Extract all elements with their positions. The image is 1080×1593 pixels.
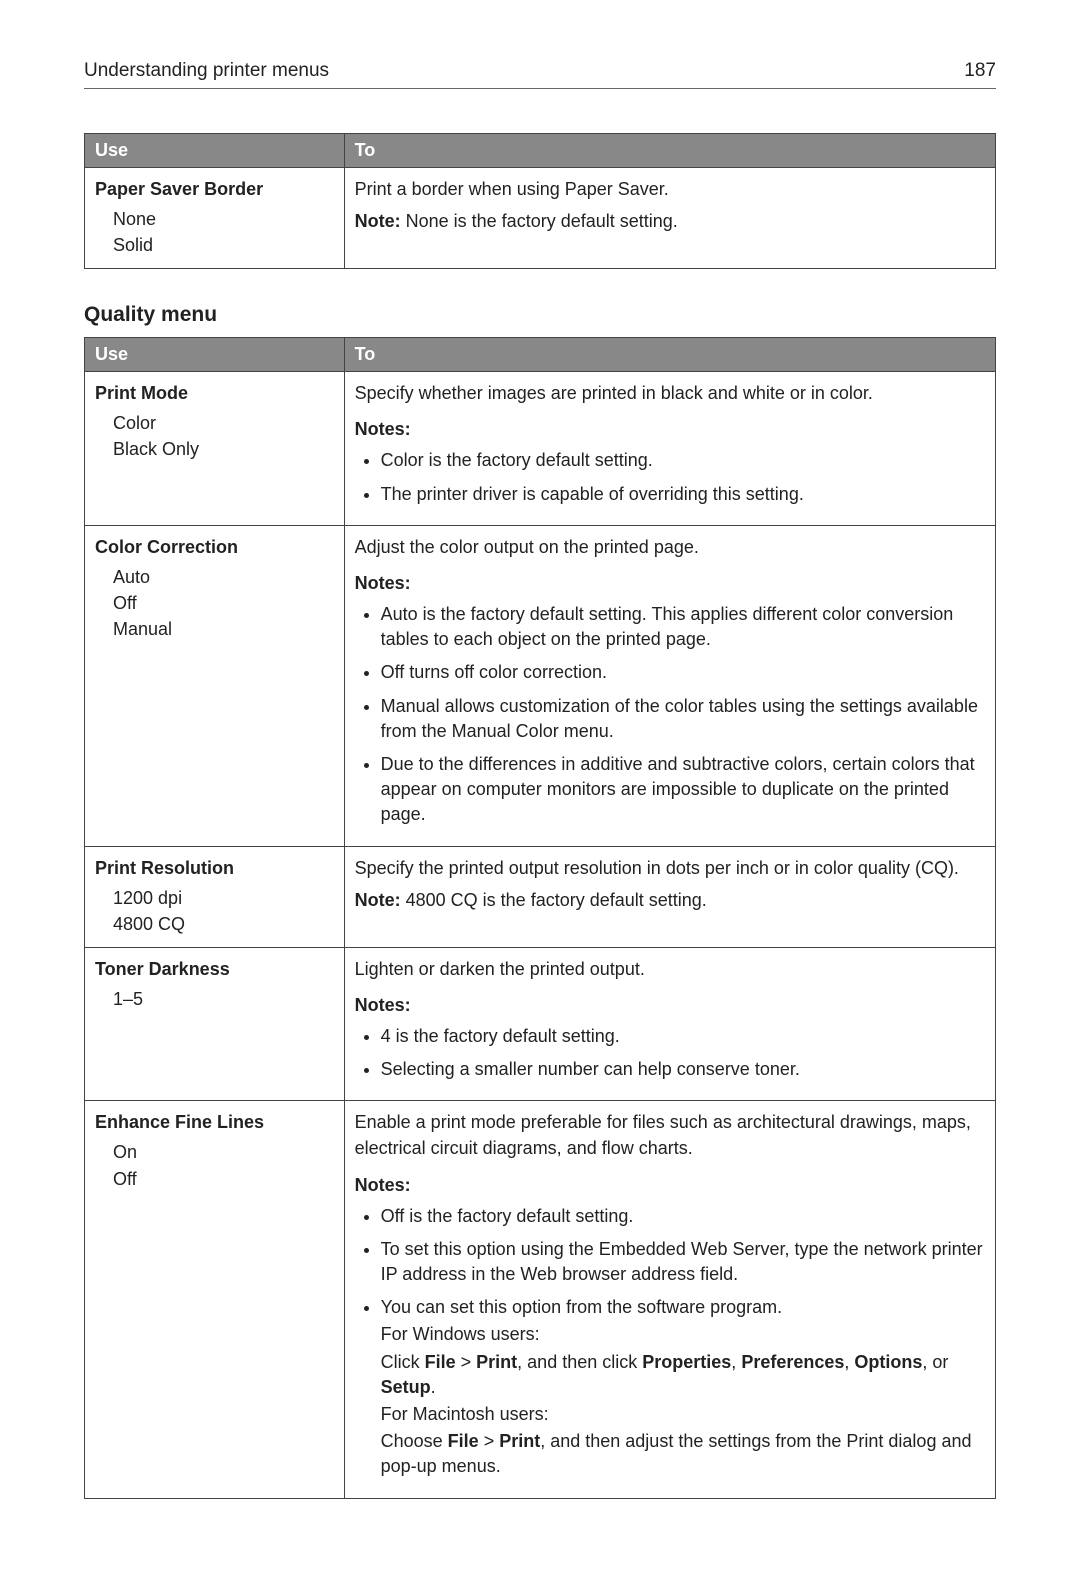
note-item: Due to the differences in additive and s… xyxy=(381,752,985,828)
paper-saver-border-title: Paper Saver Border xyxy=(95,176,334,202)
option-solid: Solid xyxy=(95,232,334,258)
table1-header-use: Use xyxy=(85,134,345,168)
header-page-number: 187 xyxy=(964,60,996,82)
notes-label: Notes: xyxy=(355,416,985,442)
note-item: Color is the factory default setting. xyxy=(381,448,985,473)
option-off: Off xyxy=(95,590,334,616)
option-off: Off xyxy=(95,1166,334,1192)
note-item: The printer driver is capable of overrid… xyxy=(381,482,985,507)
note-label: Note: xyxy=(355,890,401,910)
print-resolution-title: Print Resolution xyxy=(95,855,334,881)
table-row: Toner Darkness 1–5 Lighten or darken the… xyxy=(85,947,996,1101)
table-row: Print Resolution 1200 dpi 4800 CQ Specif… xyxy=(85,846,996,947)
table-row: Print Mode Color Black Only Specify whet… xyxy=(85,372,996,526)
print-mode-title: Print Mode xyxy=(95,380,334,406)
macintosh-users-label: For Macintosh users: xyxy=(381,1402,985,1427)
print-mode-notes: Color is the factory default setting. Th… xyxy=(355,448,985,506)
note-item: Selecting a smaller number can help cons… xyxy=(381,1057,985,1082)
print-resolution-note: Note: 4800 CQ is the factory default set… xyxy=(355,887,985,913)
page-header: Understanding printer menus 187 xyxy=(84,60,996,89)
table-row: Enhance Fine Lines On Off Enable a print… xyxy=(85,1101,996,1498)
option-manual: Manual xyxy=(95,616,334,642)
quality-menu-table: Use To Print Mode Color Black Only Speci… xyxy=(84,337,996,1498)
note-item: 4 is the factory default setting. xyxy=(381,1024,985,1049)
notes-label: Notes: xyxy=(355,1172,985,1198)
note-text: 4800 CQ is the factory default setting. xyxy=(401,890,707,910)
table1-header-to: To xyxy=(344,134,995,168)
color-correction-notes: Auto is the factory default setting. Thi… xyxy=(355,602,985,828)
toner-darkness-notes: 4 is the factory default setting. Select… xyxy=(355,1024,985,1082)
table-row: Paper Saver Border None Solid Print a bo… xyxy=(85,168,996,269)
note-item: Off turns off color correction. xyxy=(381,660,985,685)
notes-label: Notes: xyxy=(355,570,985,596)
note-text: None is the factory default setting. xyxy=(401,211,678,231)
note-item: To set this option using the Embedded We… xyxy=(381,1237,985,1287)
note-lead: You can set this option from the softwar… xyxy=(381,1297,783,1317)
print-mode-desc: Specify whether images are printed in bl… xyxy=(355,380,985,406)
note-item: You can set this option from the softwar… xyxy=(381,1295,985,1479)
note-item: Manual allows customization of the color… xyxy=(381,694,985,744)
notes-label: Notes: xyxy=(355,992,985,1018)
option-auto: Auto xyxy=(95,564,334,590)
macintosh-instructions: Choose File > Print, and then adjust the… xyxy=(381,1429,985,1479)
quality-menu-heading: Quality menu xyxy=(84,303,996,327)
note-label: Note: xyxy=(355,211,401,231)
paper-saver-border-desc: Print a border when using Paper Saver. xyxy=(355,176,985,202)
option-color: Color xyxy=(95,410,334,436)
option-1-5: 1–5 xyxy=(95,986,334,1012)
option-none: None xyxy=(95,206,334,232)
paper-saver-table: Use To Paper Saver Border None Solid Pri… xyxy=(84,133,996,269)
print-resolution-desc: Specify the printed output resolution in… xyxy=(355,855,985,881)
enhance-fine-lines-desc: Enable a print mode preferable for files… xyxy=(355,1109,985,1161)
windows-instructions: Click File > Print, and then click Prope… xyxy=(381,1350,985,1400)
color-correction-desc: Adjust the color output on the printed p… xyxy=(355,534,985,560)
toner-darkness-desc: Lighten or darken the printed output. xyxy=(355,956,985,982)
option-on: On xyxy=(95,1139,334,1165)
option-1200dpi: 1200 dpi xyxy=(95,885,334,911)
header-title: Understanding printer menus xyxy=(84,60,329,82)
note-item: Off is the factory default setting. xyxy=(381,1204,985,1229)
toner-darkness-title: Toner Darkness xyxy=(95,956,334,982)
table2-header-use: Use xyxy=(85,338,345,372)
note-item: Auto is the factory default setting. Thi… xyxy=(381,602,985,652)
enhance-fine-lines-title: Enhance Fine Lines xyxy=(95,1109,334,1135)
windows-users-label: For Windows users: xyxy=(381,1322,985,1347)
paper-saver-border-note: Note: None is the factory default settin… xyxy=(355,208,985,234)
option-4800cq: 4800 CQ xyxy=(95,911,334,937)
color-correction-title: Color Correction xyxy=(95,534,334,560)
table-row: Color Correction Auto Off Manual Adjust … xyxy=(85,525,996,846)
enhance-fine-lines-notes: Off is the factory default setting. To s… xyxy=(355,1204,985,1480)
table2-header-to: To xyxy=(344,338,995,372)
option-black-only: Black Only xyxy=(95,436,334,462)
